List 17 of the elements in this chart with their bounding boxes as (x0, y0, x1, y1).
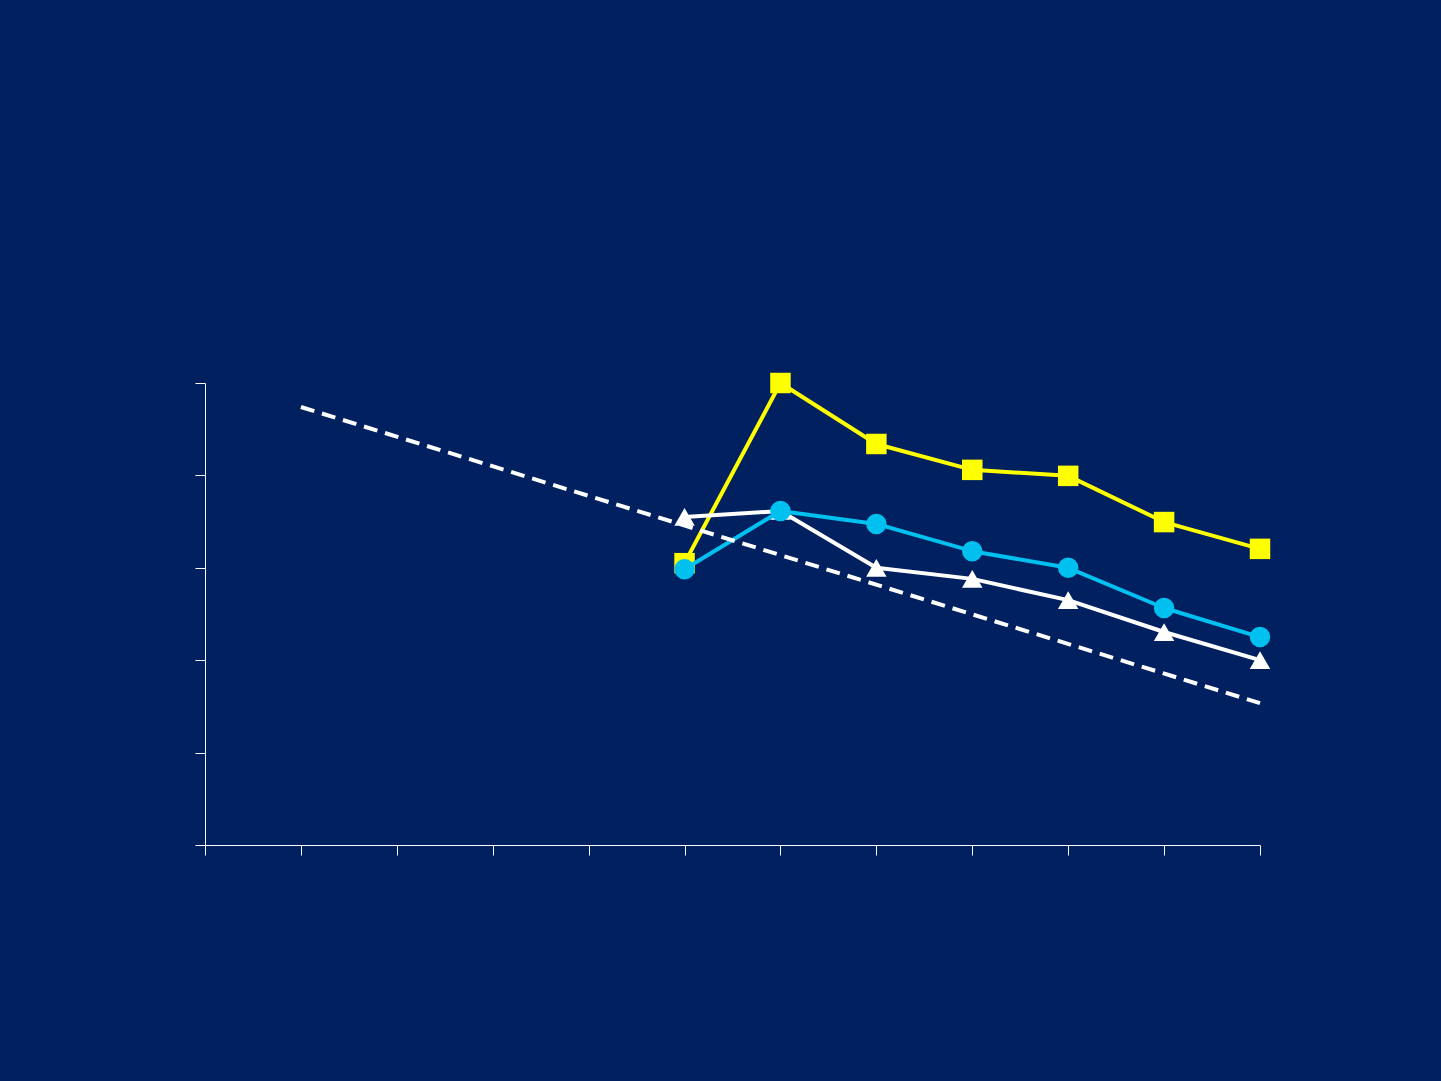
point (866, 558, 887, 577)
point (1249, 626, 1271, 648)
point (1249, 651, 1271, 670)
point (1057, 557, 1079, 579)
point (1057, 465, 1079, 487)
point (674, 558, 695, 580)
point (962, 459, 983, 481)
point (1153, 597, 1175, 619)
point (962, 540, 983, 562)
point (962, 570, 983, 588)
point (1153, 511, 1175, 533)
point (1249, 538, 1271, 560)
point (770, 372, 791, 394)
point (866, 513, 887, 535)
point (1153, 623, 1175, 641)
point (1057, 591, 1079, 610)
point (866, 433, 887, 455)
